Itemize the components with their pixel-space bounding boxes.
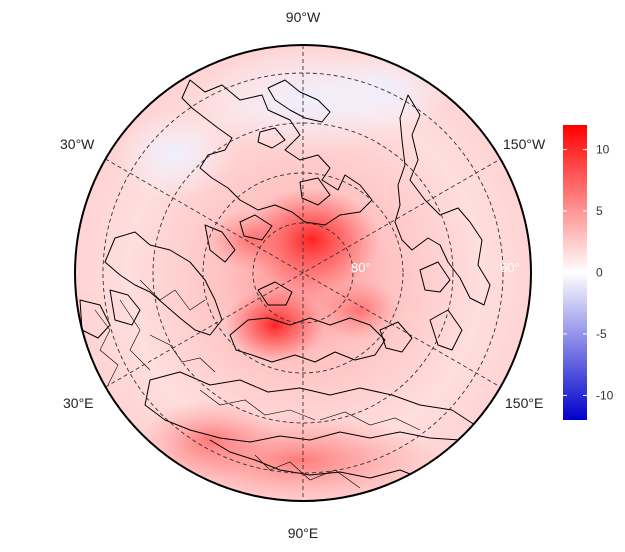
colorbar-tick-label: 5 [596,204,603,218]
coastline-europe [104,231,223,336]
latitude-circle-80 [252,222,354,324]
political-borders [94,279,421,489]
graticule [102,45,504,501]
colorbar-ticks: 10 5 0 -5 -10 [563,143,614,402]
coastline-canada [181,79,373,226]
longitude-label-upper-right: 150°W [503,136,546,152]
longitude-label-lower-right: 150°E [505,395,543,411]
colorbar-tick-label: 10 [596,143,610,157]
coastline-greenland [267,79,331,123]
coastline-alaska [394,94,491,306]
latitude-label-outer: 60° [500,260,520,275]
longitude-label-bottom: 90°E [288,525,319,541]
colorbar-tick-label: -5 [596,327,607,341]
anomaly-field [75,45,531,501]
coastline-siberia [229,317,386,363]
latitude-label-inner: 80° [351,260,371,275]
meridian-30W-150E [105,158,501,388]
longitude-label-upper-left: 30°W [60,136,95,152]
longitude-label-top: 90°W [286,9,321,25]
latitude-circle-60 [152,122,454,424]
colorbar: 10 5 0 -5 -10 [563,125,614,420]
latitude-circle-50 [102,72,504,474]
meridian-30E-150W [105,158,501,388]
longitude-label-lower-left: 30°E [63,395,94,411]
map-boundary [74,44,532,502]
colorbar-tick-label: 0 [596,266,603,280]
colorbar-tick-label: -10 [596,388,614,402]
